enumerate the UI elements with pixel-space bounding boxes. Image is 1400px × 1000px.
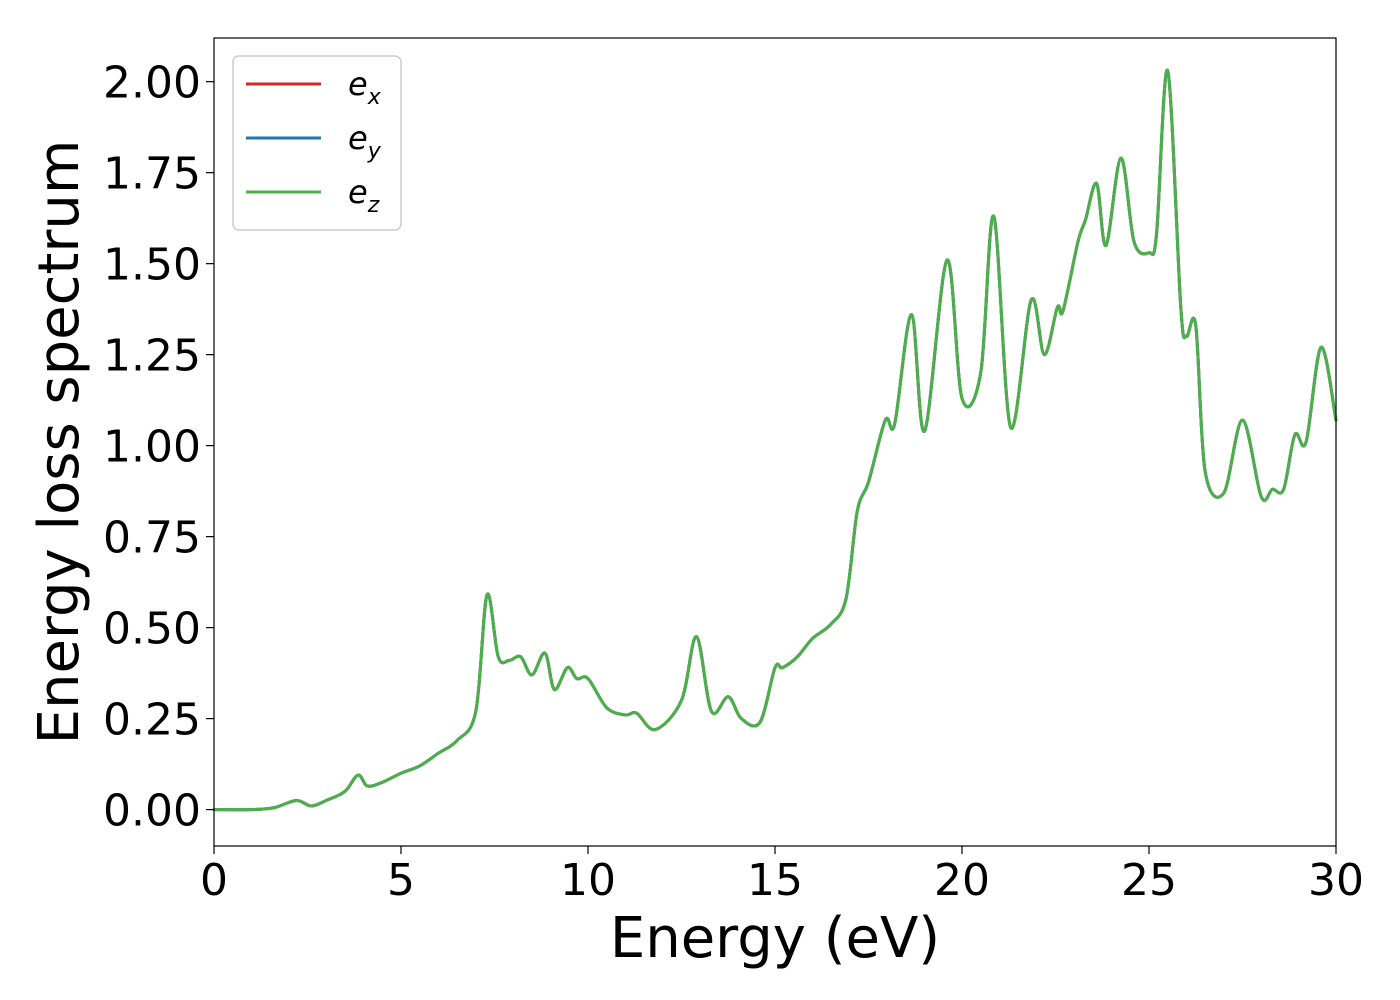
y-tick-label: 1.25 xyxy=(103,331,201,382)
y-tick-label: 1.50 xyxy=(103,240,201,291)
legend-box xyxy=(232,55,402,231)
y-tick-label: 1.00 xyxy=(103,422,201,473)
x-tick-label: 25 xyxy=(1121,855,1177,906)
y-tick-label: 2.00 xyxy=(103,58,201,109)
y-tick-label: 0.50 xyxy=(103,604,201,655)
x-tick-label: 10 xyxy=(560,855,616,906)
y-axis-title: Energy loss spectrum xyxy=(27,140,92,745)
x-tick-label: 5 xyxy=(387,855,415,906)
y-axis: 0.00 0.25 0.50 0.75 1.00 1.25 1.50 1.75 2.00 xyxy=(103,58,214,837)
y-tick-label: 0.25 xyxy=(103,695,201,746)
x-axis: 0 5 10 15 20 25 30 xyxy=(200,846,1364,906)
x-tick-label: 0 xyxy=(200,855,228,906)
x-tick-label: 15 xyxy=(747,855,803,906)
x-tick-label: 20 xyxy=(934,855,990,906)
y-tick-label: 1.75 xyxy=(103,149,201,200)
series-line-ez xyxy=(212,68,1338,812)
x-tick-label: 30 xyxy=(1308,855,1364,906)
y-tick-label: 0.00 xyxy=(103,786,201,837)
series-layer xyxy=(212,68,1338,812)
y-tick-label: 0.75 xyxy=(103,513,201,564)
x-axis-title: Energy (eV) xyxy=(610,906,940,971)
